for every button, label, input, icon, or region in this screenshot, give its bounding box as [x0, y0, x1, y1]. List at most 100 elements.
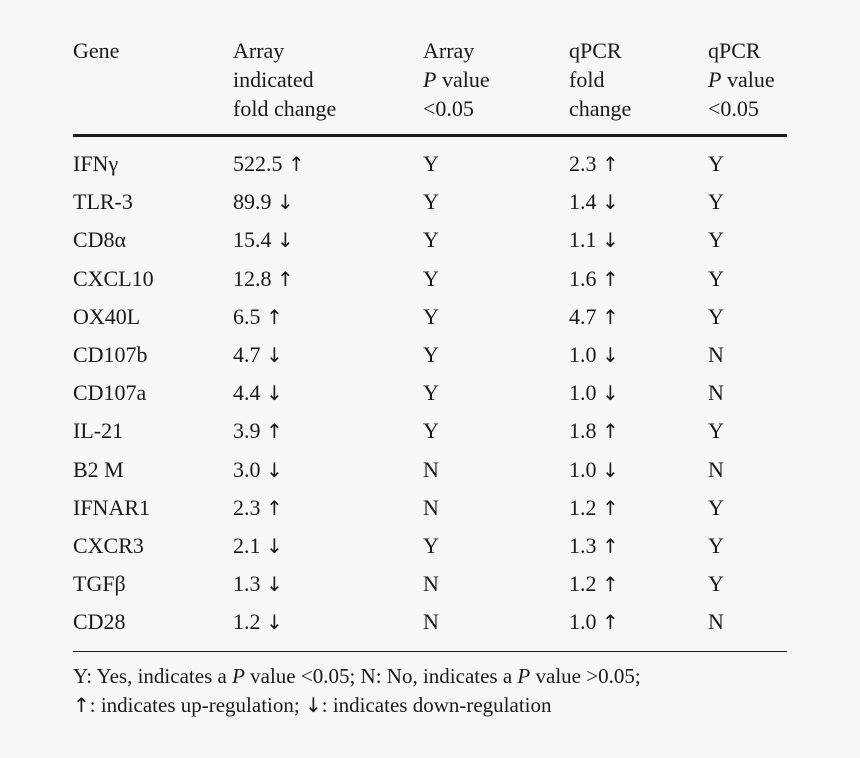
- cell-array-p-value: N: [423, 571, 439, 597]
- cell-array-p-value: N: [423, 456, 439, 482]
- down-arrow-icon: ↓: [266, 610, 283, 635]
- cell-qpcr-p-value: N: [708, 341, 724, 367]
- cell-array-p-value: Y: [423, 418, 439, 444]
- down-arrow-icon: ↓: [602, 381, 619, 406]
- cell-array-p-value: N: [423, 609, 439, 635]
- cell-qpcr-fold-change: 2.3 ↑: [569, 151, 619, 176]
- cell-array-p-value: Y: [423, 227, 439, 253]
- cell-array-p-value: Y: [423, 189, 439, 215]
- cell-array-p-value: Y: [423, 380, 439, 406]
- down-arrow-icon: ↓: [602, 228, 619, 253]
- italic-p: P: [708, 67, 722, 92]
- footnote-line-2: ↑: indicates up-regulation; ↓: indicates…: [73, 693, 552, 717]
- table-header: Gene Array indicated fold change Array P…: [0, 36, 860, 128]
- down-arrow-icon: ↓: [304, 693, 322, 717]
- up-arrow-icon: ↑: [602, 266, 619, 291]
- down-arrow-icon: ↓: [266, 533, 283, 558]
- cell-gene: CD28: [73, 609, 126, 635]
- cell-qpcr-fold-change: 1.0 ↓: [569, 380, 619, 406]
- cell-array-fold-change: 89.9 ↓: [233, 189, 294, 215]
- up-arrow-icon: ↑: [602, 533, 619, 558]
- cell-qpcr-fold-change: 1.0 ↓: [569, 456, 619, 482]
- table-row: IL-21 3.9 ↑ Y 1.8 ↑ Y: [0, 416, 860, 454]
- up-arrow-icon: ↑: [288, 152, 305, 176]
- cell-gene: CD8α: [73, 227, 127, 253]
- cell-qpcr-p-value: Y: [708, 265, 724, 291]
- up-arrow-icon: ↑: [73, 693, 90, 717]
- up-arrow-icon: ↑: [266, 495, 283, 520]
- header-qpcr-p-value: qPCR P value <0.05: [708, 38, 775, 121]
- down-arrow-icon: ↓: [266, 572, 283, 597]
- cell-qpcr-fold-change: 1.2 ↑: [569, 494, 619, 520]
- cell-array-fold-change: 1.3 ↓: [233, 571, 283, 597]
- down-arrow-icon: ↓: [266, 457, 283, 482]
- cell-qpcr-fold-change: 1.0 ↓: [569, 341, 619, 367]
- cell-array-fold-change: 6.5 ↑: [233, 303, 283, 329]
- table-row: CD8α 15.4 ↓ Y 1.1 ↓ Y: [0, 225, 860, 263]
- footnote-line-1: Y: Yes, indicates a P value <0.05; N: No…: [73, 664, 641, 688]
- cell-qpcr-p-value: Y: [708, 494, 724, 520]
- cell-qpcr-fold-change: 1.6 ↑: [569, 265, 619, 291]
- cell-array-fold-change: 12.8 ↑: [233, 265, 294, 291]
- cell-gene: B2 M: [73, 456, 124, 482]
- cell-qpcr-p-value: N: [708, 380, 724, 406]
- cell-gene: CXCR3: [73, 532, 144, 558]
- cell-qpcr-fold-change: 4.7 ↑: [569, 303, 619, 329]
- up-arrow-icon: ↑: [602, 152, 619, 176]
- cell-array-fold-change: 4.4 ↓: [233, 380, 283, 406]
- cell-gene: IFNAR1: [73, 494, 151, 520]
- cell-qpcr-fold-change: 1.3 ↑: [569, 532, 619, 558]
- table-row: TGFβ 1.3 ↓ N 1.2 ↑ Y: [0, 569, 860, 607]
- down-arrow-icon: ↓: [602, 342, 619, 367]
- up-arrow-icon: ↑: [266, 304, 283, 329]
- cell-gene: CXCL10: [73, 265, 154, 291]
- down-arrow-icon: ↓: [277, 228, 294, 253]
- table-body: IFNγ 522.5 ↑ Y 2.3 ↑ Y TLR-3 89.9 ↓ Y 1.4 ↓ Y CD8α…: [0, 149, 860, 645]
- cell-array-fold-change: 1.2 ↓: [233, 609, 283, 635]
- cell-gene: TGFβ: [73, 571, 126, 597]
- cell-array-fold-change: 3.9 ↑: [233, 418, 283, 444]
- table-footnote: Y: Yes, indicates a P value <0.05; N: No…: [73, 662, 813, 720]
- cell-gene: CD107a: [73, 380, 147, 406]
- table-row: IFNAR1 2.3 ↑ N 1.2 ↑ Y: [0, 493, 860, 531]
- cell-array-fold-change: 4.7 ↓: [233, 341, 283, 367]
- cell-qpcr-p-value: Y: [708, 151, 724, 176]
- cell-qpcr-fold-change: 1.2 ↑: [569, 571, 619, 597]
- cell-array-fold-change: 522.5 ↑: [233, 151, 305, 176]
- down-arrow-icon: ↓: [277, 190, 294, 215]
- cell-array-p-value: N: [423, 494, 439, 520]
- table-row: IFNγ 522.5 ↑ Y 2.3 ↑ Y: [0, 149, 860, 187]
- cell-array-fold-change: 2.1 ↓: [233, 532, 283, 558]
- down-arrow-icon: ↓: [602, 457, 619, 482]
- footer-divider: [73, 651, 787, 652]
- table-row: CXCR3 2.1 ↓ Y 1.3 ↑ Y: [0, 531, 860, 569]
- cell-qpcr-p-value: Y: [708, 418, 724, 444]
- up-arrow-icon: ↑: [602, 419, 619, 444]
- table-row: B2 M 3.0 ↓ N 1.0 ↓ N: [0, 455, 860, 493]
- cell-qpcr-fold-change: 1.1 ↓: [569, 227, 619, 253]
- italic-p: P: [423, 67, 437, 92]
- cell-qpcr-p-value: Y: [708, 227, 724, 253]
- cell-array-p-value: Y: [423, 265, 439, 291]
- cell-qpcr-p-value: Y: [708, 571, 724, 597]
- down-arrow-icon: ↓: [602, 190, 619, 215]
- up-arrow-icon: ↑: [266, 419, 283, 444]
- down-arrow-icon: ↓: [266, 342, 283, 367]
- cell-gene: OX40L: [73, 303, 141, 329]
- cell-array-p-value: Y: [423, 303, 439, 329]
- cell-array-fold-change: 2.3 ↑: [233, 494, 283, 520]
- cell-gene: TLR-3: [73, 189, 133, 215]
- table-row: CXCL10 12.8 ↑ Y 1.6 ↑ Y: [0, 264, 860, 302]
- up-arrow-icon: ↑: [602, 572, 619, 597]
- header-array-p-value: Array P value <0.05: [423, 38, 490, 121]
- up-arrow-icon: ↑: [602, 495, 619, 520]
- table-row: OX40L 6.5 ↑ Y 4.7 ↑ Y: [0, 302, 860, 340]
- up-arrow-icon: ↑: [602, 304, 619, 329]
- cell-qpcr-p-value: Y: [708, 189, 724, 215]
- header-gene: Gene: [73, 38, 120, 63]
- cell-array-fold-change: 3.0 ↓: [233, 456, 283, 482]
- cell-qpcr-fold-change: 1.0 ↑: [569, 609, 619, 635]
- cell-gene: CD107b: [73, 341, 148, 367]
- cell-qpcr-p-value: Y: [708, 303, 724, 329]
